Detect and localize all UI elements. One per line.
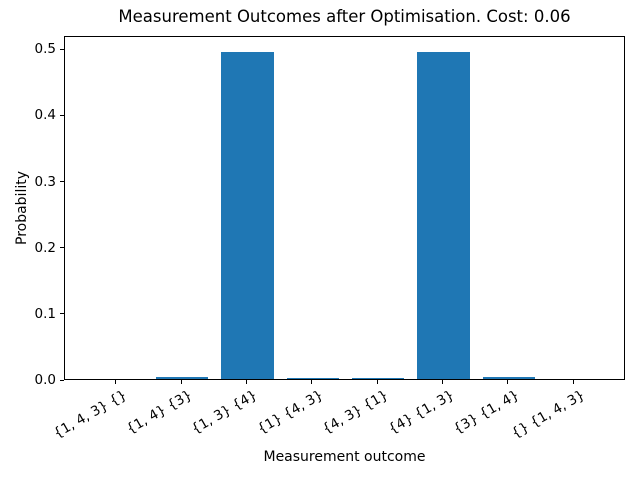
- x-tick: [245, 380, 247, 384]
- y-tick: [60, 114, 64, 116]
- y-tick: [60, 181, 64, 183]
- y-tick-label: 0.0: [34, 372, 56, 388]
- x-tick: [180, 380, 182, 384]
- bar: [286, 378, 339, 379]
- bar: [155, 377, 209, 379]
- chart-title: Measurement Outcomes after Optimisation.…: [118, 7, 571, 26]
- x-tick-label: {1} {4, 3}: [254, 387, 326, 438]
- x-tick-label: {4, 3} {1}: [319, 387, 392, 438]
- y-tick: [60, 379, 64, 381]
- x-tick: [311, 380, 313, 384]
- x-tick: [115, 380, 117, 384]
- x-tick: [572, 380, 574, 384]
- y-tick-label: 0.1: [34, 305, 56, 322]
- y-tick: [60, 247, 64, 249]
- bar: [221, 52, 274, 379]
- y-tick-label: 0.2: [34, 239, 56, 256]
- y-tick-label: 0.3: [34, 173, 56, 190]
- y-tick-label: 0.4: [34, 107, 56, 124]
- x-tick: [442, 380, 444, 384]
- x-tick-label: {1, 3} {4}: [189, 387, 261, 438]
- y-tick: [60, 313, 64, 315]
- plot-area: [64, 36, 625, 380]
- y-tick-label: 0.5: [34, 41, 56, 58]
- x-tick: [507, 380, 509, 384]
- x-axis-label: Measurement outcome: [263, 449, 426, 465]
- x-tick-label: {4} {1, 3}: [385, 387, 457, 438]
- y-tick: [60, 48, 64, 50]
- x-tick-label: {} {1, 4, 3}: [508, 387, 588, 442]
- bar: [482, 377, 536, 379]
- x-tick-label: {1, 4} {3}: [123, 387, 196, 438]
- x-tick-label: {1, 4, 3} {}: [50, 387, 130, 442]
- bar: [417, 52, 470, 379]
- x-tick: [376, 380, 378, 384]
- bar: [352, 378, 405, 379]
